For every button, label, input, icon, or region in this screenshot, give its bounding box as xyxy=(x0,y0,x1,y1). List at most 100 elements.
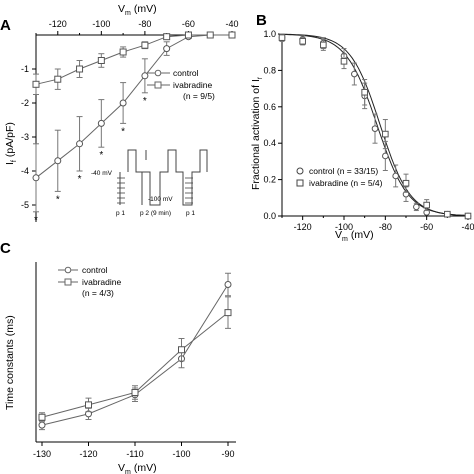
data-point-ivabradine xyxy=(184,31,192,39)
x-tick-label: -60 xyxy=(182,19,195,29)
panel-a: A -120 -100 -80 -60 -40 -1 -2 -3 -4 -5 * * * * * * Vm(… xyxy=(0,3,239,226)
x-tick-label: -100 xyxy=(172,449,190,459)
data-point-ivabradine xyxy=(361,88,368,96)
data-point-ivabradine xyxy=(85,401,92,409)
x-tick-label: -120 xyxy=(79,449,97,459)
inset-label-p1b: p 1 xyxy=(186,210,195,217)
x-tick-label: -100 xyxy=(335,222,353,232)
data-point-ivabradine xyxy=(206,31,214,39)
series-line-control xyxy=(41,284,229,426)
x-tick-label: -130 xyxy=(33,449,51,459)
data-point-ivabradine xyxy=(178,346,185,354)
protocol-inset xyxy=(119,149,208,206)
data-point-ivabradine xyxy=(228,31,236,39)
y-tick-label: -1 xyxy=(21,64,29,74)
data-point-control xyxy=(413,203,420,211)
data-point-control xyxy=(224,281,232,288)
protocol-steps xyxy=(117,177,193,204)
legend-marker-control xyxy=(296,167,304,175)
y-tick-label: 0.6 xyxy=(263,102,276,112)
x-tick-label: -120 xyxy=(294,222,312,232)
y-tick-label: -5 xyxy=(21,200,29,210)
panel-a-xlabel: Vm (mV) xyxy=(118,3,157,17)
legend-marker-control xyxy=(154,69,162,77)
data-point-control xyxy=(392,172,399,180)
data-point-ivabradine xyxy=(402,179,410,187)
legend-note: (n = 4/3) xyxy=(82,288,114,298)
panel-c-letter: C xyxy=(0,240,11,257)
data-point-ivabradine xyxy=(54,75,62,83)
panel-a-letter: A xyxy=(0,17,11,34)
data-point-control xyxy=(371,125,379,132)
data-point-control xyxy=(76,140,84,148)
panel-a-ylabel: If(pA/pF) xyxy=(4,122,18,165)
legend-label-control: control xyxy=(173,68,199,78)
panel-b-ylabel: Fractional activation of If xyxy=(250,77,264,190)
panel-c: C -130 -120 -110 -100 -90 Vm (mV) Time consta… xyxy=(0,240,236,474)
data-point-control xyxy=(382,152,389,160)
data-point-ivabradine xyxy=(32,80,40,88)
data-point-control xyxy=(351,70,358,78)
inset-label-p1a: p 1 xyxy=(116,210,125,217)
data-point-control xyxy=(32,174,40,182)
x-tick-label: -100 xyxy=(92,19,110,29)
x-tick-label: -40 xyxy=(461,222,474,232)
significance-star: * xyxy=(56,194,60,205)
data-point-control xyxy=(141,72,149,80)
data-point-ivabradine xyxy=(163,33,171,41)
y-tick-label: 1.0 xyxy=(263,29,276,39)
data-point-ivabradine xyxy=(299,37,306,45)
inset-label-p2: p 2 (9 min) xyxy=(140,210,171,217)
x-tick-label: -80 xyxy=(138,19,151,29)
inset-label-v1: -40 mV xyxy=(91,170,113,177)
panel-c-ylabel: Time constants (ms) xyxy=(4,315,16,410)
legend-marker-control xyxy=(64,266,72,274)
significance-star: * xyxy=(99,150,103,161)
y-tick-label: 0.8 xyxy=(263,65,276,75)
data-point-ivabradine xyxy=(97,57,105,64)
significance-star: * xyxy=(121,126,125,137)
series-line-control xyxy=(35,34,232,179)
legend-label-control: control xyxy=(82,265,108,275)
panel-b: B -120 -100 -80 -60 -40 0.0 0.2 0.4 0.6 0.8 1.0 Vm… xyxy=(250,12,474,243)
data-point-ivabradine xyxy=(278,34,286,41)
legend-note: (n = 9/5) xyxy=(183,91,215,101)
fit-curve-ivabradine (n = 5/4) xyxy=(281,33,469,216)
data-point-ivabradine xyxy=(382,130,389,138)
x-tick-label: -120 xyxy=(49,19,67,29)
y-tick-label: 0.0 xyxy=(263,211,276,221)
significance-star: * xyxy=(78,174,82,185)
legend-marker-ivabradine xyxy=(154,81,162,89)
legend-marker-ivabradine xyxy=(64,278,72,286)
legend-label-ivabradine: ivabradine xyxy=(82,277,121,287)
x-tick-label: -90 xyxy=(221,449,234,459)
panel-b-xlabel: Vm (mV) xyxy=(335,229,374,243)
panel-a-legend: control ivabradine (n = 9/5) xyxy=(147,68,215,101)
legend-marker-ivabradine xyxy=(296,179,304,187)
data-point-ivabradine xyxy=(131,389,139,396)
data-point-control xyxy=(54,157,62,165)
data-point-control xyxy=(163,45,171,53)
inset-label-v2: -100 mV xyxy=(148,196,173,203)
y-tick-label: -2 xyxy=(21,98,29,108)
y-tick-label: -3 xyxy=(21,132,29,142)
y-tick-label: 0.2 xyxy=(263,175,276,185)
panel-b-legend: control (n = 33/15) ivabradine (n = 5/4) xyxy=(296,166,383,188)
panel-b-letter: B xyxy=(256,12,267,29)
data-point-ivabradine xyxy=(38,413,46,421)
data-point-ivabradine xyxy=(141,41,149,49)
significance-star: * xyxy=(34,215,38,226)
panel-c-xlabel: Vm (mV) xyxy=(118,462,157,474)
significance-star: * xyxy=(143,96,147,107)
x-tick-label: -110 xyxy=(126,449,143,459)
panel-c-legend: control ivabradine (n = 4/3) xyxy=(58,265,121,298)
data-point-control xyxy=(38,421,46,429)
data-point-ivabradine xyxy=(444,210,451,218)
y-tick-label: -4 xyxy=(21,166,29,176)
x-tick-label: -60 xyxy=(420,222,433,232)
series-line-ivabradine xyxy=(35,34,232,85)
data-point-ivabradine xyxy=(119,48,127,56)
legend-label-ivabradine: ivabradine xyxy=(173,80,212,90)
data-point-control xyxy=(97,119,105,127)
